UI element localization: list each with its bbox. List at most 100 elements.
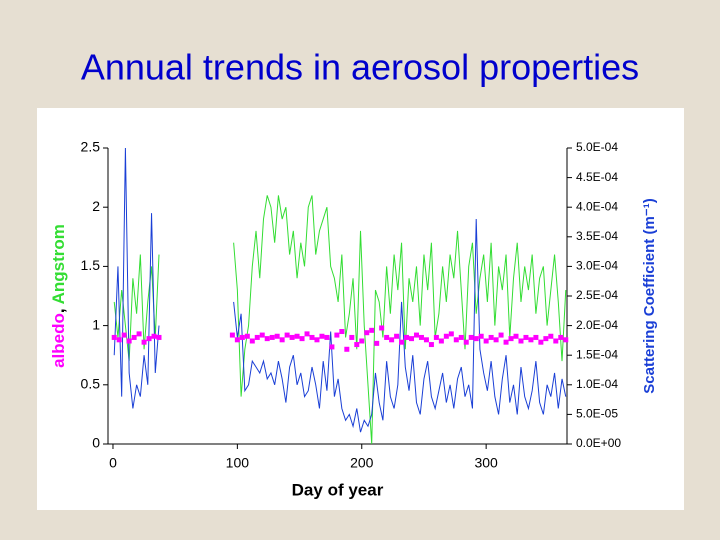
data-point <box>503 339 509 345</box>
x-tick-label: 200 <box>350 455 374 471</box>
data-point <box>229 332 235 338</box>
data-point <box>443 333 449 339</box>
data-point <box>249 338 255 344</box>
data-point <box>379 325 385 331</box>
data-line <box>113 195 567 445</box>
data-point <box>513 333 519 339</box>
data-point <box>284 332 290 338</box>
x-tick-label: 0 <box>109 455 117 471</box>
data-point <box>409 336 415 342</box>
data-point <box>463 339 469 345</box>
data-point <box>448 331 454 337</box>
y-tick-label: 0 <box>92 435 100 451</box>
data-point <box>538 339 544 345</box>
data-point <box>433 334 439 340</box>
data-point <box>543 336 549 342</box>
data-point <box>553 338 559 344</box>
data-point <box>493 337 499 343</box>
y2-tick-label: 2.5E-04 <box>576 288 618 302</box>
data-point <box>269 334 275 340</box>
data-point <box>141 339 147 345</box>
data-point <box>151 333 157 339</box>
y-tick-label: 2.5 <box>81 139 101 155</box>
y2-tick-label: 5.0E-05 <box>576 407 618 421</box>
y2-tick-label: 1.0E-04 <box>576 377 618 391</box>
data-point <box>304 331 310 337</box>
data-point <box>254 334 260 340</box>
data-point <box>359 338 365 344</box>
data-point <box>294 333 300 339</box>
data-point <box>488 334 494 340</box>
data-point <box>523 334 529 340</box>
data-point <box>438 338 444 344</box>
y2-tick-label: 5.0E-04 <box>576 140 618 154</box>
data-point <box>468 334 474 340</box>
data-point <box>314 337 320 343</box>
data-point <box>329 344 335 350</box>
y2-tick-label: 4.0E-04 <box>576 199 618 213</box>
y-tick-label: 0.5 <box>81 376 101 392</box>
data-point <box>264 336 270 342</box>
data-point <box>344 346 350 352</box>
data-point <box>324 334 330 340</box>
data-point <box>508 336 514 342</box>
data-point <box>563 337 569 343</box>
y-tick-label: 1 <box>92 316 100 332</box>
data-point <box>404 334 410 340</box>
chart-panel <box>37 108 684 510</box>
y2-tick-label: 1.5E-04 <box>576 347 618 361</box>
data-point <box>116 337 122 343</box>
data-point <box>473 336 479 342</box>
y2-tick-label: 0.0E+00 <box>576 436 621 450</box>
data-point <box>384 334 390 340</box>
data-point <box>111 334 117 340</box>
data-point <box>413 332 419 338</box>
data-point <box>528 337 534 343</box>
data-point <box>131 334 137 340</box>
chart: 0 0.5 1 1.5 2 2.5 0.0E+00 5.0E-05 1.0E-04 1.5E-04… <box>49 139 657 500</box>
data-point <box>498 332 504 338</box>
y-axis-label: albedo, Angstrom <box>49 224 68 368</box>
data-point <box>146 336 152 342</box>
data-point <box>389 337 395 343</box>
data-point <box>533 334 539 340</box>
data-point <box>274 333 280 339</box>
data-point <box>334 332 340 338</box>
y2-tick-label: 3.0E-04 <box>576 259 618 273</box>
data-point <box>369 327 375 333</box>
data-point <box>289 334 295 340</box>
data-point <box>374 340 380 346</box>
data-point <box>423 337 429 343</box>
y2-tick-label: 3.5E-04 <box>576 229 618 243</box>
data-point <box>156 334 162 340</box>
data-point <box>349 334 355 340</box>
data-point <box>453 337 459 343</box>
y-tick-label: 2 <box>92 198 100 214</box>
x-tick-label: 100 <box>226 455 250 471</box>
data-point <box>234 337 240 343</box>
data-point <box>428 342 434 348</box>
x-axis-label: Day of year <box>292 480 384 499</box>
y-tick-label: 1.5 <box>81 257 101 273</box>
data-point <box>259 332 265 338</box>
y-label-separator: , <box>49 308 68 313</box>
data-point <box>279 337 285 343</box>
data-point <box>319 333 325 339</box>
data-point <box>394 333 400 339</box>
data-point <box>339 329 345 335</box>
data-point <box>354 342 360 348</box>
slide-title: Annual trends in aerosol properties <box>81 47 639 88</box>
y2-tick-label: 2.0E-04 <box>576 318 618 332</box>
data-point <box>309 334 315 340</box>
data-point <box>126 338 132 344</box>
data-point <box>458 334 464 340</box>
data-point <box>483 338 489 344</box>
y2-axis-label: Scattering Coefficient (m⁻¹) <box>641 198 658 393</box>
data-point <box>244 333 250 339</box>
data-point <box>558 334 564 340</box>
y-label-angstrom: Angstrom <box>49 224 68 304</box>
data-point <box>518 338 524 344</box>
y2-tick-label: 4.5E-04 <box>576 170 618 184</box>
